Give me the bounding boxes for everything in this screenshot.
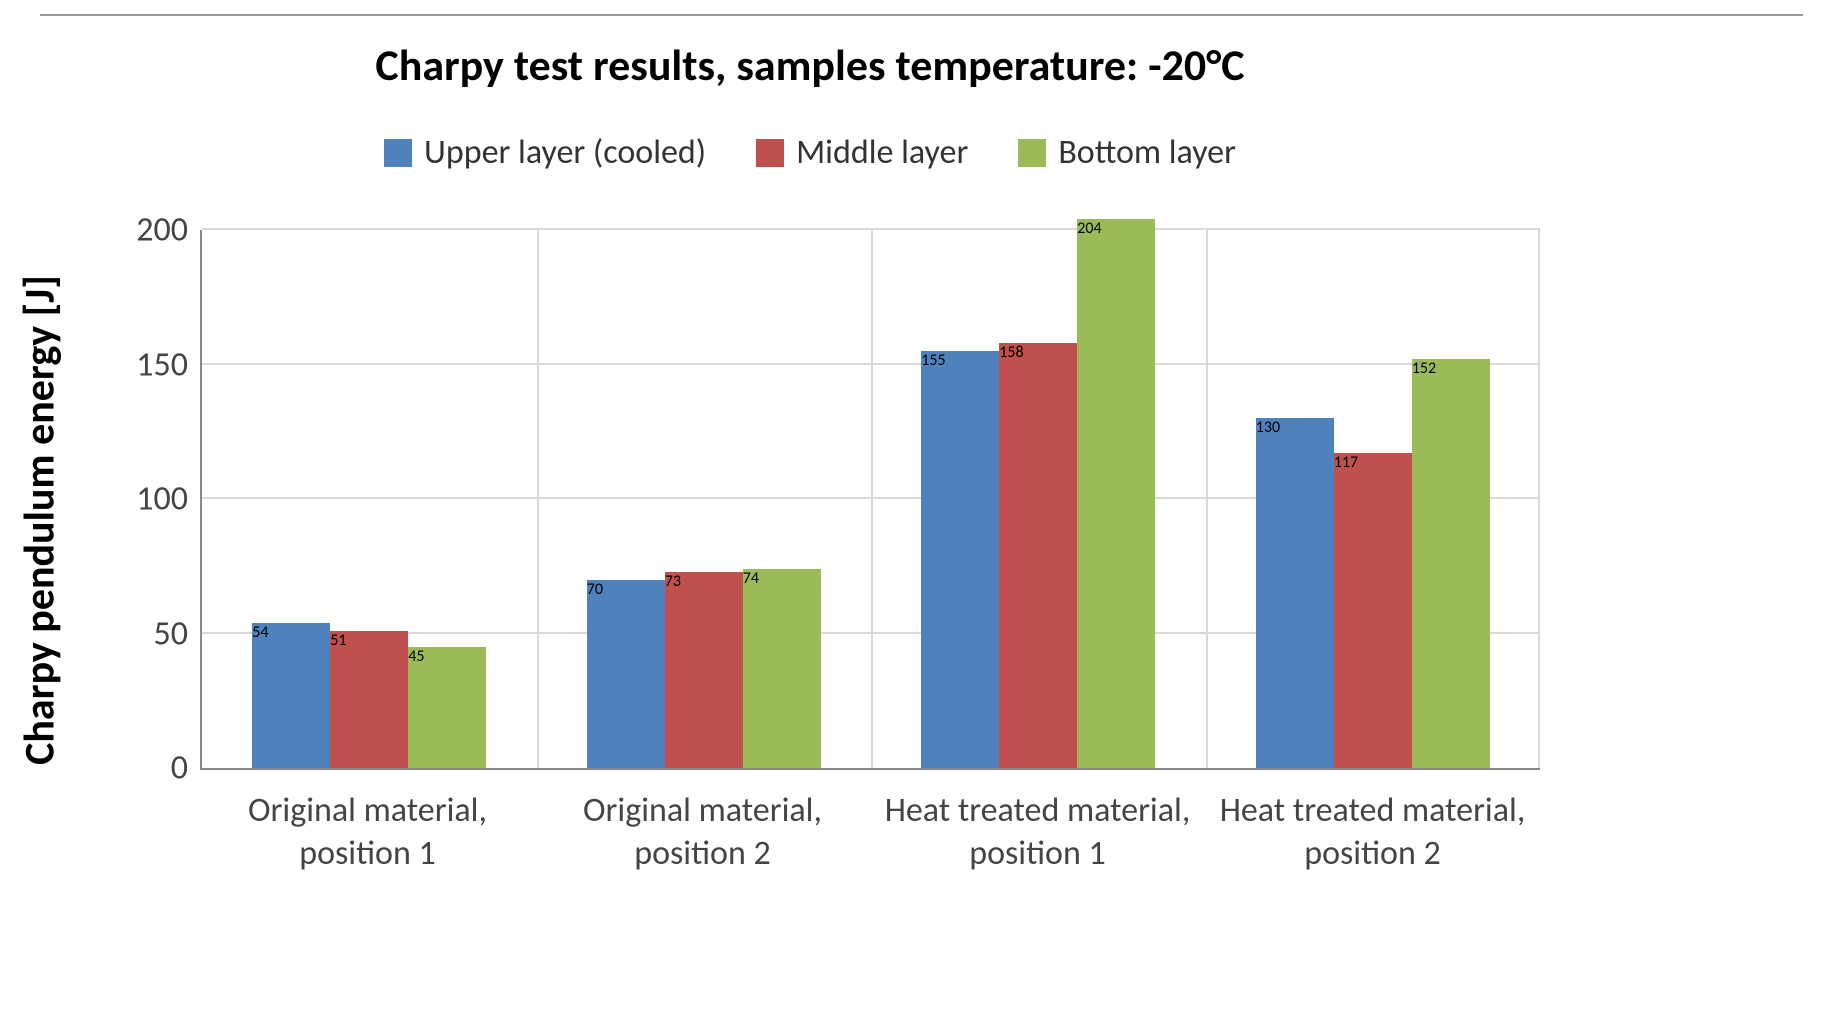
bar-group: 130117152: [1206, 230, 1541, 768]
y-tick-label: 0: [171, 748, 188, 789]
bar: 155: [921, 351, 999, 768]
bar: 130: [1256, 418, 1334, 768]
bar-group: 155158204: [871, 230, 1206, 768]
bar: 54: [252, 623, 330, 768]
bar: 152: [1412, 359, 1490, 768]
legend-label: Middle layer: [796, 132, 968, 173]
legend-swatch: [756, 139, 784, 167]
bar: 117: [1334, 453, 1412, 768]
legend-label: Upper layer (cooled): [424, 132, 706, 173]
legend-swatch: [384, 139, 412, 167]
x-tick-label: Heat treated material,position 1: [870, 790, 1205, 875]
bar: 74: [743, 569, 821, 768]
bar: 73: [665, 572, 743, 768]
bar-groups: 545145707374155158204130117152: [202, 230, 1540, 768]
y-tick-label: 150: [136, 344, 188, 385]
legend-item: Middle layer: [756, 132, 968, 173]
y-axis-label: Charpy pendulum energy [J]: [15, 275, 66, 765]
x-tick-label: Heat treated material,position 2: [1205, 790, 1540, 875]
x-tick-label: Original material,position 2: [535, 790, 870, 875]
bar: 45: [408, 647, 486, 768]
legend-label: Bottom layer: [1058, 132, 1236, 173]
bar: 51: [330, 631, 408, 768]
legend-item: Bottom layer: [1018, 132, 1236, 173]
plot-frame: 0501001502005451457073741551582041301171…: [200, 230, 1540, 770]
legend-swatch: [1018, 139, 1046, 167]
bar: 158: [999, 343, 1077, 768]
bar: 204: [1077, 219, 1155, 768]
chart: Charpy test results, samples temperature…: [60, 30, 1560, 1010]
legend-item: Upper layer (cooled): [384, 132, 706, 173]
x-labels: Original material,position 1Original mat…: [200, 790, 1540, 875]
bar: 70: [587, 580, 665, 768]
x-tick-label: Original material,position 1: [200, 790, 535, 875]
bar-group: 545145: [202, 230, 537, 768]
chart-title: Charpy test results, samples temperature…: [60, 38, 1560, 92]
page: Charpy test results, samples temperature…: [0, 0, 1843, 1033]
page-top-rule: [40, 14, 1803, 16]
legend: Upper layer (cooled) Middle layer Bottom l…: [60, 132, 1560, 173]
bar-group: 707374: [537, 230, 872, 768]
y-tick-label: 100: [136, 479, 188, 520]
y-tick-label: 50: [154, 613, 188, 654]
plot-area: 0501001502005451457073741551582041301171…: [200, 230, 1540, 770]
y-tick-label: 200: [136, 210, 188, 251]
